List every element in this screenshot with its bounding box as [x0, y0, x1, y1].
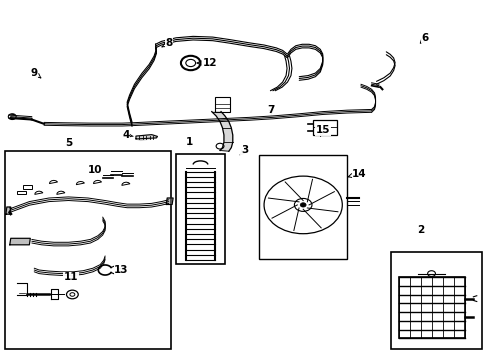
Bar: [17, 191, 26, 194]
Text: 2: 2: [416, 225, 423, 235]
Text: 5: 5: [65, 138, 72, 148]
Bar: [5, 151, 171, 349]
Text: 7: 7: [267, 105, 275, 115]
Bar: [390, 252, 481, 349]
Text: 4: 4: [122, 130, 133, 140]
Text: 8: 8: [162, 38, 172, 48]
Bar: [176, 154, 224, 264]
Bar: [215, 97, 229, 112]
Circle shape: [300, 203, 305, 207]
Polygon shape: [10, 238, 30, 245]
Text: 15: 15: [315, 125, 329, 136]
Text: 11: 11: [63, 272, 78, 282]
Bar: [398, 277, 464, 338]
Polygon shape: [6, 207, 11, 214]
Bar: [23, 185, 32, 189]
Text: 13: 13: [114, 265, 128, 275]
Text: 6: 6: [420, 33, 428, 43]
Polygon shape: [211, 112, 232, 151]
Polygon shape: [166, 198, 173, 204]
Text: 10: 10: [88, 165, 102, 175]
Text: 14: 14: [347, 168, 366, 179]
Text: 12: 12: [197, 58, 217, 68]
Text: 1: 1: [186, 137, 193, 147]
Bar: [259, 155, 346, 259]
Text: 9: 9: [31, 68, 41, 78]
Polygon shape: [136, 135, 157, 140]
Bar: [312, 120, 337, 135]
Circle shape: [8, 114, 16, 120]
Text: 3: 3: [240, 145, 247, 156]
